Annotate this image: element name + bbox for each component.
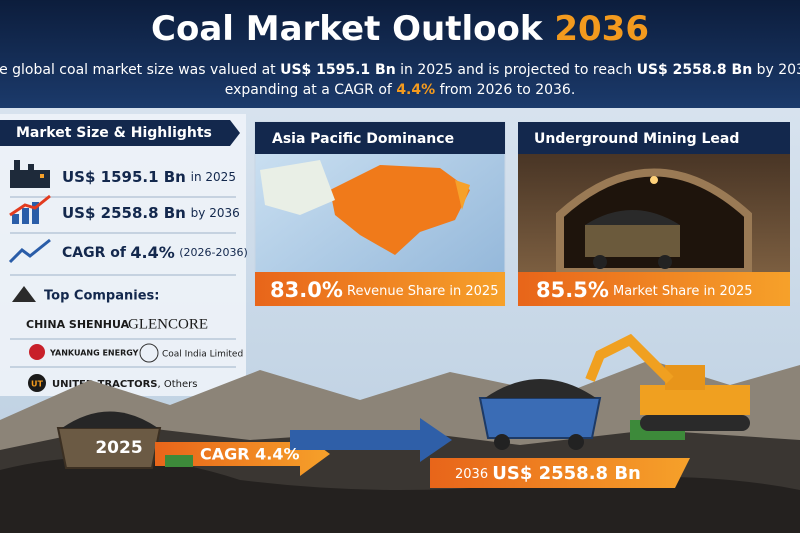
company: CHINA SHENHUA	[26, 318, 130, 331]
subtitle-part: by 2036,	[752, 62, 800, 78]
card-stat: 85.5% Market Share in 2025	[536, 278, 753, 302]
company: Coal India Limited	[162, 350, 243, 360]
title: Coal Market Outlook 2036	[151, 9, 649, 49]
highlight-value: US$ 1595.1 Bn	[62, 168, 186, 186]
card-label: Revenue Share in 2025	[347, 284, 498, 299]
company-row: UNITED TRACTORS, Others	[52, 379, 197, 390]
card-title: Underground Mining Lead	[534, 131, 739, 147]
card-value: 85.5%	[536, 278, 609, 302]
card-label: Market Share in 2025	[613, 284, 753, 299]
card-mining	[518, 122, 790, 306]
subtitle-part: expanding at a CAGR of	[225, 82, 397, 98]
panel-ribbon	[0, 120, 240, 146]
icon-factory	[10, 160, 50, 188]
company-suffix: , Others	[157, 379, 197, 390]
highlight-row: US$ 2558.8 Bn by 2036	[62, 204, 240, 222]
company: YANKUANG ENERGY	[49, 349, 139, 358]
subtitle: expanding at a CAGR of 4.4% from 2026 to…	[225, 82, 576, 98]
highlight-row: CAGR of 4.4% (2026-2036)	[62, 243, 248, 262]
icon-coal	[12, 286, 36, 302]
scene-start: 2025	[95, 438, 142, 458]
title-year: 2036	[554, 9, 649, 49]
card-value: 83.0%	[270, 278, 343, 302]
highlight-lead: CAGR of	[62, 245, 127, 261]
highlight-value: US$ 2558.8 Bn	[62, 204, 186, 222]
highlight-value: 4.4%	[130, 243, 174, 262]
header-band	[0, 0, 800, 108]
subtitle-part: in 2025 and is projected to reach	[396, 62, 637, 78]
highlight-row: US$ 1595.1 Bn in 2025	[62, 168, 236, 186]
card-title: Asia Pacific Dominance	[272, 131, 454, 147]
subtitle: The global coal market size was valued a…	[0, 62, 800, 78]
card-asia	[254, 121, 506, 307]
logo-ut-text: UT	[31, 380, 43, 389]
logo-coal-india	[139, 343, 159, 363]
icon-growth	[9, 194, 51, 224]
scene-end-value: US$ 2558.8 Bn	[492, 463, 641, 484]
subtitle-part: The global coal market size was valued a…	[0, 62, 280, 78]
scene-end: 2036 US$ 2558.8 Bn	[455, 463, 641, 484]
company: UNITED TRACTORS	[52, 379, 157, 390]
icon-cagr	[8, 238, 51, 264]
card-stat: 83.0% Revenue Share in 2025	[270, 278, 498, 302]
logo-ut	[28, 374, 46, 392]
scene-end-year: 2036	[455, 467, 488, 482]
company: GLENCORE	[128, 316, 208, 332]
logo-yankuang	[29, 344, 45, 360]
subtitle-part: US$ 1595.1 Bn	[280, 62, 396, 78]
highlight-note: in 2025	[191, 170, 236, 184]
highlight-note: (2026-2036)	[179, 246, 248, 259]
highlight-note: by 2036	[191, 206, 240, 220]
panel-title: Market Size & Highlights	[16, 125, 212, 141]
scene	[0, 333, 800, 533]
companies-title: Top Companies:	[44, 289, 159, 304]
subtitle-part: from 2026 to 2036.	[435, 82, 575, 98]
scene-arrow-label: CAGR 4.4%	[200, 445, 300, 464]
subtitle-part: US$ 2558.8 Bn	[637, 62, 753, 78]
subtitle-part: 4.4%	[396, 82, 435, 98]
title-text: Coal Market Outlook	[151, 9, 544, 49]
